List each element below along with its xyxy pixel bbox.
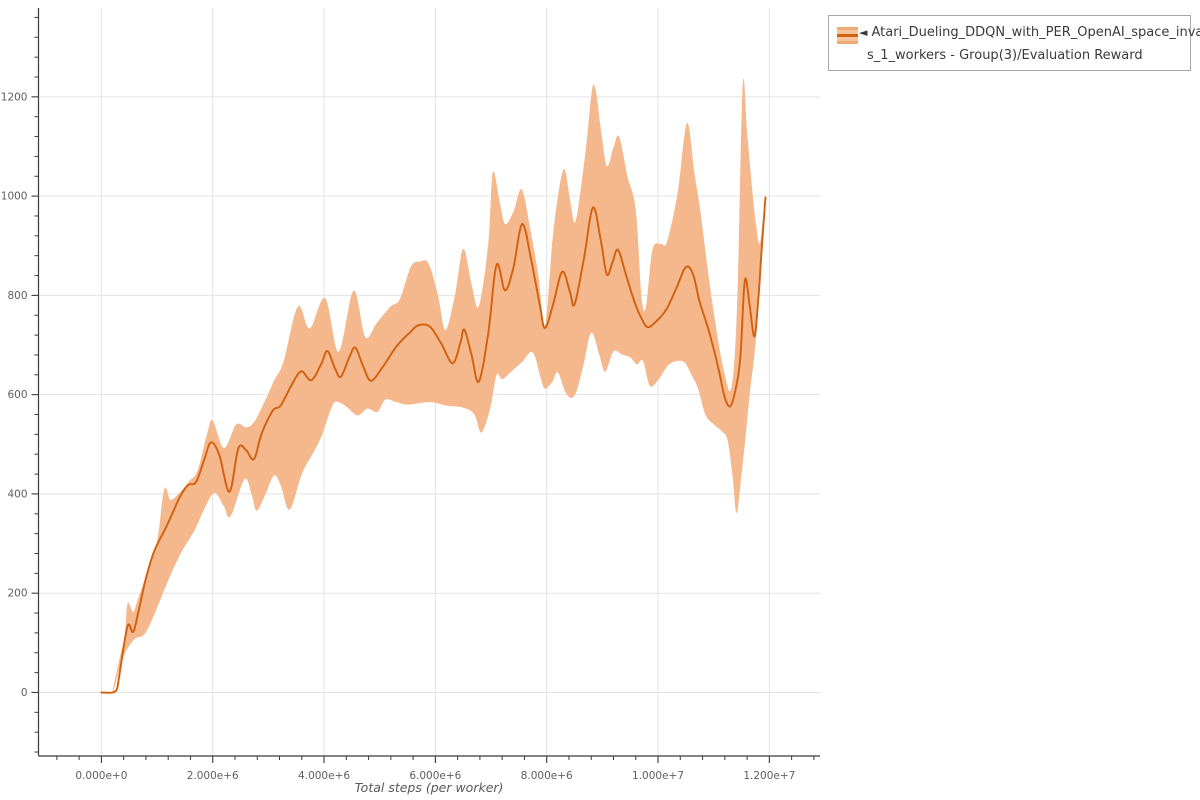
series-color-swatch-icon	[837, 27, 858, 44]
y-tick-label: 0	[21, 687, 28, 699]
tick-labels: 0.000e+0 2.000e+6 4.000e+6 6.000e+6 8.000e+6…	[1, 91, 796, 782]
y-tick-label: 200	[7, 588, 27, 600]
x-tick-label: 0.000e+0	[75, 770, 127, 782]
x-tick-label: 4.000e+6	[298, 770, 350, 782]
x-tick-label: 1.000e+7	[632, 770, 684, 782]
legend-label-line2: s_1_workers - Group(3)/Evaluation Reward	[867, 48, 1143, 63]
legend-collapse-icon: ◄	[859, 26, 868, 39]
x-tick-label: 2.000e+6	[187, 770, 239, 782]
y-tick-label: 600	[7, 389, 27, 401]
y-tick-label: 1000	[1, 191, 28, 203]
y-tick-label: 400	[7, 488, 27, 500]
swatch-band-edge	[837, 27, 858, 30]
legend-label: ◄ Atari_Dueling_DDQN_with_PER_OpenAI_spac…	[859, 21, 1200, 67]
legend-box: ◄ Atari_Dueling_DDQN_with_PER_OpenAI_spac…	[828, 15, 1200, 71]
y-tick-label: 1200	[1, 91, 28, 103]
x-axis-label: Total steps (per worker)	[355, 780, 504, 795]
x-tick-label: 8.000e+6	[521, 770, 573, 782]
legend-label-text1: Atari_Dueling_DDQN_with_PER_OpenAI_space…	[871, 25, 1200, 40]
swatch-band-edge	[837, 41, 858, 44]
legend-label-line1: ◄ Atari_Dueling_DDQN_with_PER_OpenAI_spac…	[859, 21, 1200, 44]
x-tick-label: 6.000e+6	[409, 770, 461, 782]
swatch-line	[837, 34, 858, 37]
legend-entry[interactable]: ◄ Atari_Dueling_DDQN_with_PER_OpenAI_spac…	[829, 16, 1200, 70]
y-tick-label: 800	[7, 290, 27, 302]
confidence-band	[112, 78, 766, 695]
reward-line	[100, 196, 767, 694]
x-tick-label: 1.200e+7	[743, 770, 795, 782]
axes-and-ticks	[31, 8, 820, 763]
